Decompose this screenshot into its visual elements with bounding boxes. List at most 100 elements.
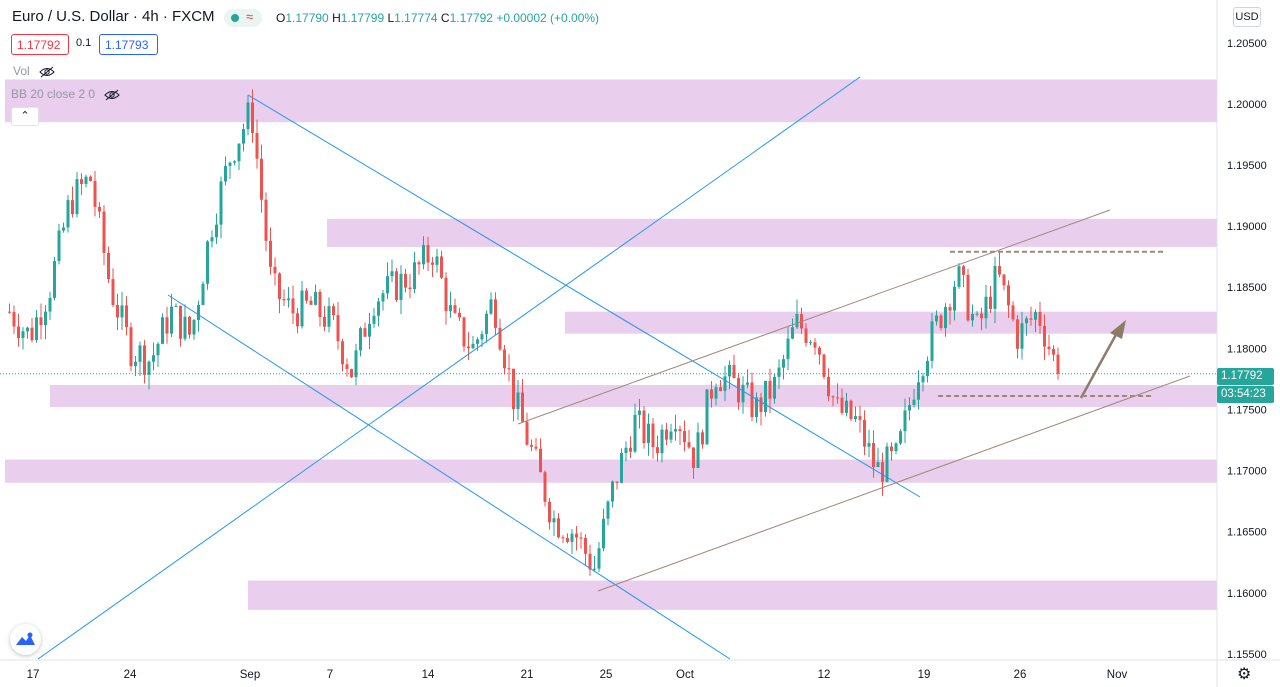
candle-body: [336, 315, 340, 342]
x-tick-labels: 17 24 Sep 7 14 21 25 Oct 12 19 26 Nov: [27, 669, 1128, 681]
candle-body: [233, 161, 236, 163]
candle-body: [26, 327, 29, 332]
candle-body: [984, 296, 988, 319]
candle-body: [273, 266, 277, 274]
candle-body: [822, 354, 826, 377]
candle-body: [485, 313, 488, 335]
candle-body: [269, 240, 272, 267]
candle-body: [692, 447, 695, 468]
candle-body: [345, 364, 349, 370]
candle-body: [1002, 274, 1006, 286]
candle-body: [84, 176, 88, 184]
candle-body: [12, 312, 16, 327]
candle-body: [255, 133, 259, 159]
candle-body: [192, 320, 196, 335]
trendline-rising: [37, 76, 861, 660]
candle-body: [642, 410, 646, 444]
candle-body: [813, 342, 817, 348]
candle-body: [584, 537, 587, 554]
sr-zone: [50, 385, 1217, 407]
candle-body: [278, 273, 281, 299]
candle-body: [732, 364, 736, 379]
candle-body: [183, 316, 187, 339]
candle-body: [665, 429, 668, 440]
candle-body: [903, 410, 907, 432]
candle-body: [593, 568, 596, 570]
candle-body: [894, 443, 898, 452]
candle-body: [764, 380, 767, 413]
bollinger-bands-legend[interactable]: BB 20 close 2 0: [11, 87, 121, 101]
high-label: H: [332, 11, 341, 25]
candle-body: [354, 350, 358, 378]
sell-button[interactable]: 1.17792: [11, 34, 69, 55]
candle-body: [458, 312, 461, 318]
buy-button[interactable]: 1.17793: [99, 34, 158, 55]
candle-body: [827, 376, 830, 397]
candle-body: [966, 274, 970, 321]
x-tick-label: 26: [1014, 669, 1027, 681]
candle-body: [651, 423, 655, 448]
settings-gear-icon[interactable]: ⚙: [1237, 666, 1252, 683]
candle-body: [390, 271, 394, 277]
candle-body: [854, 416, 857, 420]
candle-body: [305, 290, 308, 301]
trendline-falling-lower: [167, 294, 731, 660]
candle-body: [444, 277, 448, 312]
wave-icon: ≈: [246, 9, 254, 24]
currency-button[interactable]: USD: [1233, 7, 1261, 27]
candle-body: [21, 331, 25, 339]
market-status-indicator[interactable]: ≈: [224, 9, 262, 27]
candle-body: [1052, 349, 1055, 355]
channel-upper-line: [517, 209, 1111, 425]
candle-body: [480, 334, 484, 340]
candle-body: [1016, 319, 1019, 349]
channel-lower-line: [597, 375, 1191, 592]
candle-body: [291, 298, 295, 314]
candle-body: [818, 347, 821, 355]
candle-body: [516, 392, 520, 410]
candle-body: [44, 311, 47, 326]
candle-body: [858, 416, 862, 420]
candle-body: [566, 538, 569, 542]
candle-body: [782, 359, 785, 368]
candle-body: [953, 286, 956, 311]
candle-body: [62, 227, 65, 231]
candle-body: [417, 262, 421, 265]
close-label: C: [440, 11, 450, 25]
symbol-title[interactable]: Euro / U.S. Dollar · 4h · FXCM: [12, 8, 215, 25]
candle-body: [989, 296, 992, 309]
candle-body: [876, 462, 880, 468]
candle-body: [251, 102, 254, 134]
eye-hidden-icon[interactable]: [104, 89, 121, 101]
candle-body: [786, 338, 790, 360]
candle-body: [431, 262, 434, 265]
volume-indicator-legend[interactable]: Vol: [13, 64, 55, 78]
y-tick-label: 1.19500: [1227, 160, 1267, 172]
candle-body: [381, 293, 385, 302]
candle-body: [147, 361, 151, 375]
tradingview-logo-icon[interactable]: [10, 624, 41, 655]
candle-body: [287, 298, 290, 301]
candle-body: [908, 405, 911, 411]
candle-body: [1007, 285, 1010, 306]
bollinger-label: BB 20 close 2 0: [11, 87, 96, 101]
candle-body: [408, 287, 412, 290]
y-tick-label: 1.20000: [1227, 99, 1267, 111]
candle-body: [521, 392, 524, 422]
candle-body: [890, 446, 893, 451]
candle-body: [998, 266, 1001, 275]
sr-zone: [5, 79, 1217, 123]
collapse-legend-button[interactable]: ⌃: [11, 107, 39, 126]
candle-body: [777, 367, 781, 377]
candle-body: [746, 382, 749, 385]
eye-hidden-icon[interactable]: [39, 66, 55, 78]
candle-body: [737, 378, 740, 403]
candle-body: [534, 446, 538, 449]
candle-body: [494, 299, 497, 328]
candle-body: [863, 419, 866, 447]
candle-body: [971, 313, 974, 321]
candle-body: [962, 266, 965, 275]
candle-body: [899, 431, 902, 444]
